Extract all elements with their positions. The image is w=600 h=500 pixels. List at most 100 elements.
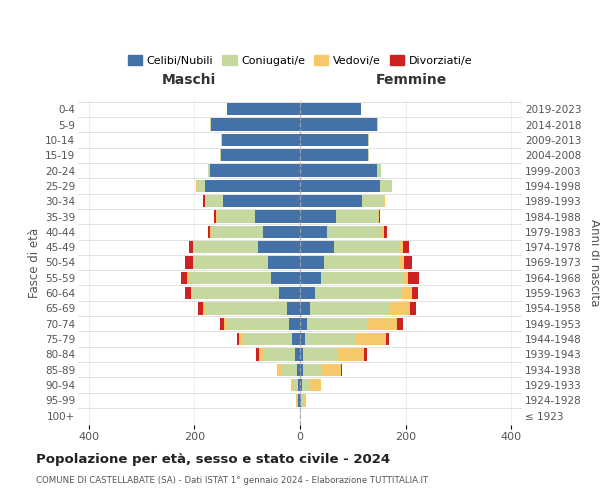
Bar [205,302,287,315]
Bar [211,226,263,238]
Bar [291,379,293,392]
Bar [222,134,300,146]
Bar [203,195,205,207]
Bar [377,118,378,131]
Text: Maschi: Maschi [162,73,216,87]
Bar [307,318,367,330]
Bar [325,256,400,269]
Bar [236,333,239,345]
Bar [300,134,368,146]
Bar [224,318,227,330]
Bar [300,226,328,238]
Bar [244,333,292,345]
Bar [341,364,342,376]
Bar [403,241,409,254]
Bar [402,287,412,300]
Bar [193,241,194,254]
Bar [227,318,289,330]
Bar [321,272,403,284]
Y-axis label: Fasce di età: Fasce di età [28,228,41,298]
Bar [255,210,300,223]
Bar [310,302,390,315]
Bar [300,333,305,345]
Bar [297,364,300,376]
Bar [206,195,223,207]
Bar [210,118,211,131]
Bar [220,318,224,330]
Bar [208,226,210,238]
Bar [268,256,300,269]
Bar [303,394,306,407]
Bar [300,287,315,300]
Bar [399,241,403,254]
Bar [296,394,297,407]
Bar [189,272,271,284]
Bar [194,241,258,254]
Y-axis label: Anni di nascita: Anni di nascita [588,219,600,306]
Bar [315,287,402,300]
Bar [223,195,300,207]
Bar [239,333,244,345]
Bar [197,180,205,192]
Bar [214,210,216,223]
Bar [412,287,418,300]
Bar [205,195,206,207]
Bar [256,348,259,361]
Bar [217,210,255,223]
Bar [208,164,210,177]
Bar [368,149,369,162]
Bar [377,210,379,223]
Text: Femmine: Femmine [376,73,446,87]
Bar [196,180,197,192]
Bar [383,195,385,207]
Bar [300,241,334,254]
Bar [390,302,410,315]
Bar [185,287,191,300]
Text: COMUNE DI CASTELLABATE (SA) - Dati ISTAT 1° gennaio 2024 - Elaborazione TUTTITAL: COMUNE DI CASTELLABATE (SA) - Dati ISTAT… [36,476,428,485]
Bar [379,210,380,223]
Bar [302,379,310,392]
Bar [181,272,187,284]
Bar [300,379,302,392]
Bar [258,241,300,254]
Bar [210,226,211,238]
Bar [194,256,268,269]
Bar [380,180,391,192]
Bar [289,318,300,330]
Bar [328,226,382,238]
Bar [227,103,300,116]
Bar [187,272,189,284]
Bar [198,302,203,315]
Bar [259,348,264,361]
Bar [337,348,364,361]
Bar [300,348,302,361]
Bar [334,241,399,254]
Bar [300,394,301,407]
Bar [292,333,300,345]
Bar [355,333,386,345]
Bar [271,272,300,284]
Bar [220,149,221,162]
Bar [300,210,336,223]
Bar [300,195,362,207]
Bar [368,134,369,146]
Bar [336,210,377,223]
Bar [279,287,300,300]
Bar [305,333,355,345]
Bar [300,118,377,131]
Bar [203,302,205,315]
Bar [300,302,310,315]
Bar [300,272,321,284]
Bar [409,272,419,284]
Bar [377,164,381,177]
Bar [298,394,300,407]
Bar [302,364,321,376]
Bar [382,226,384,238]
Text: Popolazione per età, sesso e stato civile - 2024: Popolazione per età, sesso e stato civil… [36,452,390,466]
Bar [367,318,397,330]
Bar [189,241,193,254]
Bar [221,134,222,146]
Bar [404,256,412,269]
Bar [301,394,303,407]
Bar [185,256,193,269]
